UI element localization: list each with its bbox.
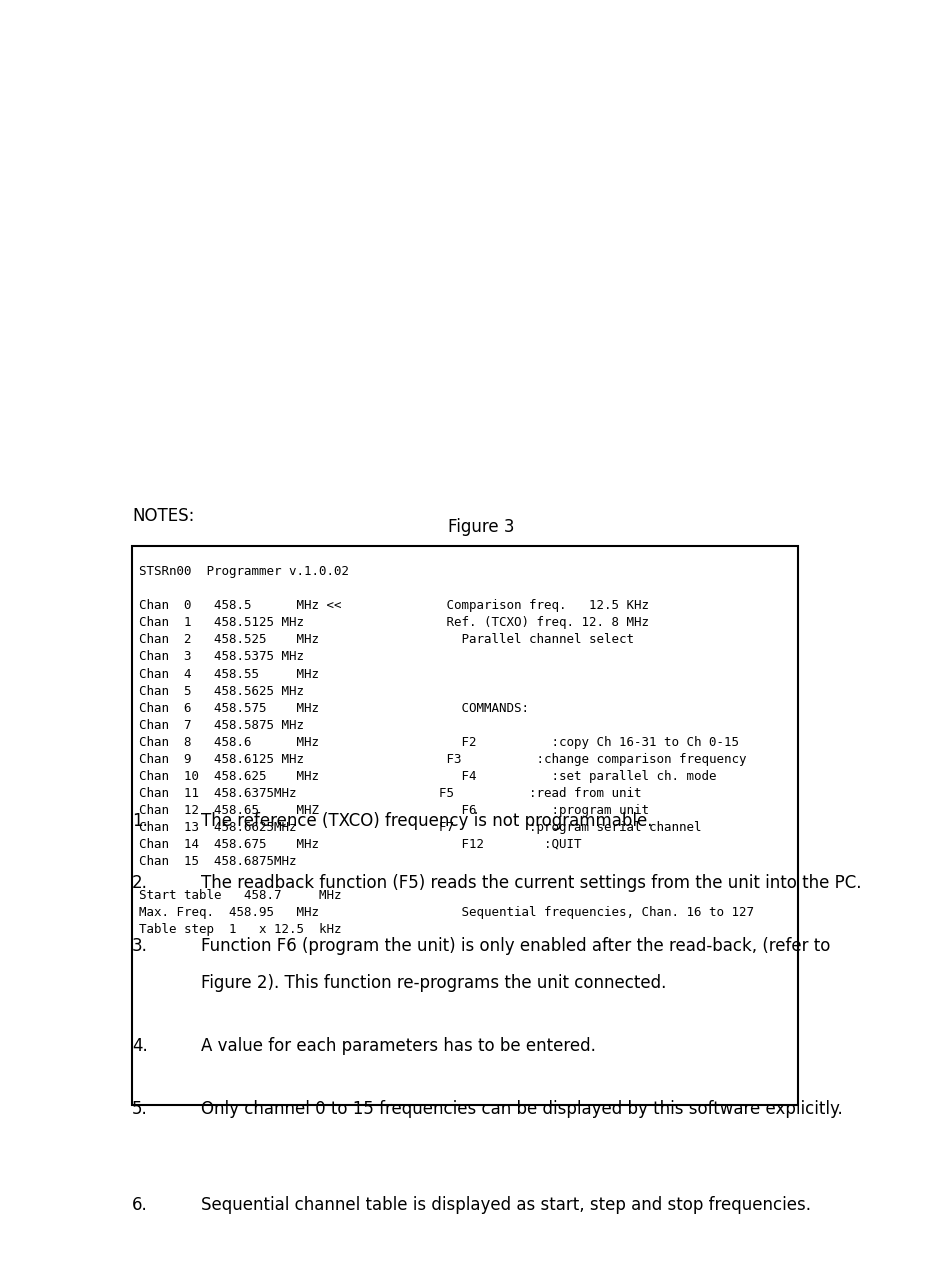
Text: Chan  6   458.575    MHz                   COMMANDS:: Chan 6 458.575 MHz COMMANDS:	[139, 702, 530, 714]
Text: Sequential channel table is displayed as start, step and stop frequencies.: Sequential channel table is displayed as…	[201, 1196, 811, 1215]
Text: Max. Freq.  458.95   MHz                   Sequential frequencies, Chan. 16 to 1: Max. Freq. 458.95 MHz Sequential frequen…	[139, 906, 754, 919]
Text: The reference (TXCO) frequency is not programmable.: The reference (TXCO) frequency is not pr…	[201, 811, 653, 829]
Text: STSRn00  Programmer v.1.0.02: STSRn00 Programmer v.1.0.02	[139, 565, 349, 579]
Text: 3.: 3.	[131, 938, 147, 956]
Text: Chan  15  458.6875MHz: Chan 15 458.6875MHz	[139, 854, 297, 868]
Text: Chan  11  458.6375MHz                   F5          :read from unit: Chan 11 458.6375MHz F5 :read from unit	[139, 786, 641, 800]
Text: Figure 2). This function re-programs the unit connected.: Figure 2). This function re-programs the…	[201, 975, 667, 992]
Text: Chan  2   458.525    MHz                   Parallel channel select: Chan 2 458.525 MHz Parallel channel sele…	[139, 633, 634, 646]
Text: Table step  1   x 12.5  kHz: Table step 1 x 12.5 kHz	[139, 923, 342, 937]
Bar	[131, 546, 798, 1106]
Text: Figure 3: Figure 3	[448, 518, 515, 536]
Text: NOTES:: NOTES:	[131, 507, 194, 525]
Text: Chan  12  458.65     MHZ                   F6          :program unit: Chan 12 458.65 MHZ F6 :program unit	[139, 804, 649, 817]
Text: Chan  0   458.5      MHz <<              Comparison freq.   12.5 KHz: Chan 0 458.5 MHz << Comparison freq. 12.…	[139, 599, 649, 612]
Text: Chan  3   458.5375 MHz: Chan 3 458.5375 MHz	[139, 651, 304, 664]
Text: Chan  13  458.6625MHz                   F7          :program serial channel: Chan 13 458.6625MHz F7 :program serial c…	[139, 820, 701, 834]
Text: Chan  7   458.5875 MHz: Chan 7 458.5875 MHz	[139, 719, 304, 732]
Text: Chan  5   458.5625 MHz: Chan 5 458.5625 MHz	[139, 685, 304, 698]
Text: 6.: 6.	[131, 1196, 147, 1215]
Text: Start table   458.7     MHz: Start table 458.7 MHz	[139, 889, 342, 902]
Text: 5.: 5.	[131, 1100, 147, 1119]
Text: Only channel 0 to 15 frequencies can be displayed by this software explicitly.: Only channel 0 to 15 frequencies can be …	[201, 1100, 843, 1119]
Text: Chan  9   458.6125 MHz                   F3          :change comparison frequenc: Chan 9 458.6125 MHz F3 :change compariso…	[139, 752, 747, 766]
Text: Function F6 (program the unit) is only enabled after the read-back, (refer to: Function F6 (program the unit) is only e…	[201, 938, 830, 956]
Text: Chan  8   458.6      MHz                   F2          :copy Ch 16-31 to Ch 0-15: Chan 8 458.6 MHz F2 :copy Ch 16-31 to Ch…	[139, 736, 739, 748]
Text: 1.: 1.	[131, 811, 147, 829]
Text: The readback function (F5) reads the current settings from the unit into the PC.: The readback function (F5) reads the cur…	[201, 875, 862, 892]
Text: Chan  4   458.55     MHz: Chan 4 458.55 MHz	[139, 667, 319, 680]
Text: 2.: 2.	[131, 875, 147, 892]
Text: 4.: 4.	[131, 1038, 147, 1055]
Text: A value for each parameters has to be entered.: A value for each parameters has to be en…	[201, 1038, 596, 1055]
Text: Chan  10  458.625    MHz                   F4          :set parallel ch. mode: Chan 10 458.625 MHz F4 :set parallel ch.…	[139, 770, 716, 782]
Text: Chan  1   458.5125 MHz                   Ref. (TCXO) freq. 12. 8 MHz: Chan 1 458.5125 MHz Ref. (TCXO) freq. 12…	[139, 617, 649, 629]
Text: Chan  14  458.675    MHz                   F12        :QUIT: Chan 14 458.675 MHz F12 :QUIT	[139, 838, 581, 851]
